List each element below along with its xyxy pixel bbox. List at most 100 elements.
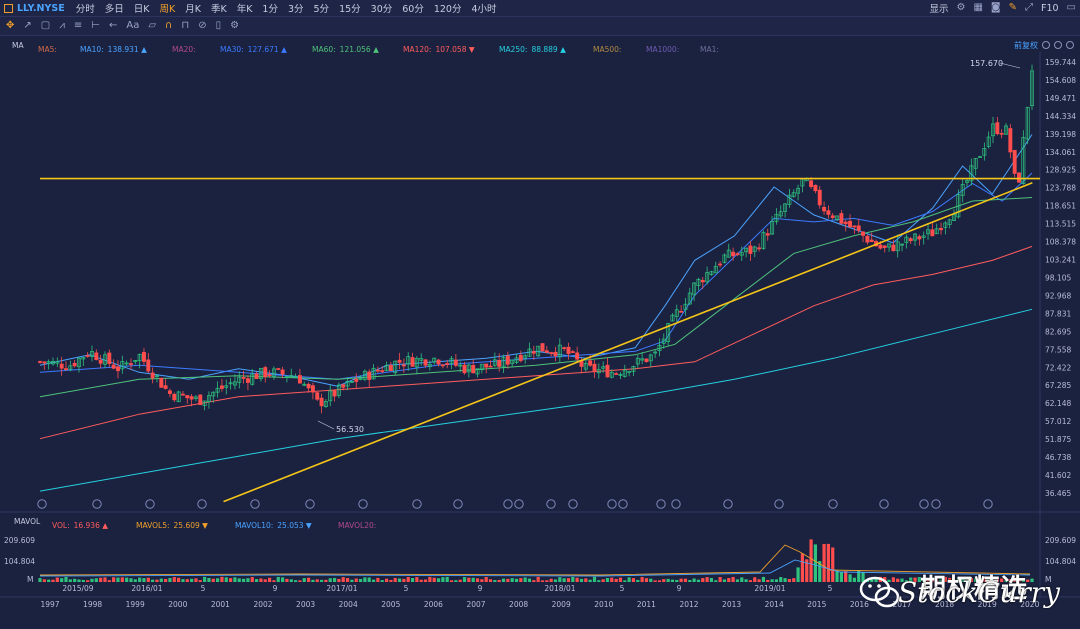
volume-bar [644, 578, 649, 582]
candle-body [653, 351, 658, 354]
vol-unit-label-left: M [27, 575, 33, 584]
volume-bar [488, 579, 493, 582]
watermark: 期权精选 StockCurry [858, 568, 1068, 624]
volume-bar [831, 547, 835, 582]
candle-body [514, 357, 519, 363]
candle-body [362, 370, 367, 380]
x-tick-top: 5 [828, 584, 833, 593]
arrow-tool-icon[interactable]: ← [108, 20, 118, 31]
candle-body [423, 359, 428, 366]
volume-bar [129, 578, 133, 582]
candle-body [878, 244, 883, 249]
rect-icon[interactable]: ▢ [40, 20, 51, 31]
volume-bar [770, 579, 774, 582]
candle-body [297, 375, 302, 384]
period-tab-4[interactable]: 月K [185, 4, 201, 15]
layout-icon[interactable]: ▦ [973, 2, 983, 13]
lock-icon[interactable]: ⊓ [181, 20, 190, 31]
period-tab-8[interactable]: 3分 [287, 4, 304, 15]
vol-indicator-label[interactable]: MAVOL [14, 516, 41, 526]
period-tab-7[interactable]: 1分 [262, 4, 278, 15]
settings-icon[interactable]: ⚙ [230, 20, 240, 31]
draw-pen-icon[interactable]: ✎ [1008, 2, 1017, 13]
candle-body [960, 183, 965, 196]
period-tab-2[interactable]: 日K [133, 4, 150, 15]
period-tab-9[interactable]: 5分 [313, 4, 330, 15]
f10-button[interactable]: F10 [1040, 2, 1059, 14]
candle-body [445, 363, 450, 365]
comment-icon[interactable]: ▱ [148, 20, 157, 31]
candle-body [137, 353, 142, 362]
fullscreen-icon[interactable]: ⤢ [1024, 2, 1033, 13]
fib-icon[interactable]: ⩘ [59, 20, 65, 31]
ma-line-ma10 [39, 134, 1033, 387]
candle-body [722, 254, 727, 263]
volume-bar [237, 578, 241, 582]
volume-bar [406, 577, 410, 582]
volume-bar [623, 580, 627, 582]
candle-body [839, 213, 844, 224]
ruler-icon[interactable]: ⊢ [91, 20, 100, 31]
volume-bar [302, 578, 306, 582]
candle-body [293, 376, 298, 378]
volume-bar [792, 578, 796, 582]
volume-bar [610, 577, 614, 582]
period-tab-6[interactable]: 年K [236, 4, 253, 15]
low-label: 56.530 [336, 425, 364, 434]
volume-bar [393, 577, 397, 582]
candle-body [640, 358, 645, 361]
volume-bar [592, 576, 597, 582]
settings-icon[interactable]: ⚙ [956, 2, 966, 13]
adjust-button[interactable]: 前复权 [1014, 40, 1038, 50]
period-tab-5[interactable]: 季K [210, 4, 227, 15]
display-button[interactable]: 显示 [929, 4, 949, 15]
volume-bar [285, 578, 289, 582]
line-tool-icon[interactable]: ≡ [73, 20, 83, 31]
symbol-label[interactable]: LLY.NYSE [17, 2, 65, 14]
volume-bar [311, 579, 315, 582]
delete-icon[interactable]: ▯ [215, 20, 222, 31]
candle-body [822, 206, 827, 212]
text-tool-icon[interactable]: Aa [126, 20, 140, 31]
volume-bar [757, 579, 761, 582]
window-icon[interactable]: ▭ [1066, 2, 1076, 13]
volume-bar [497, 579, 501, 582]
indicator-label[interactable]: MA [12, 40, 24, 50]
period-tab-11[interactable]: 30分 [370, 4, 393, 15]
settings-small-icon[interactable] [1054, 41, 1062, 49]
volume-bar [410, 578, 415, 582]
candle-body [527, 348, 532, 357]
cursor-icon[interactable]: ↗ [23, 20, 32, 31]
watermark-en: StockCurry [898, 576, 1060, 609]
volume-bar [194, 578, 198, 582]
volume-bar [779, 577, 783, 582]
candle-body [436, 359, 441, 365]
period-tab-14[interactable]: 4小时 [471, 4, 497, 15]
period-tab-3[interactable]: 周K [159, 4, 176, 15]
period-tab-10[interactable]: 15分 [339, 4, 361, 15]
volume-bar [653, 580, 657, 582]
candle-body [271, 368, 276, 377]
volume-bar [77, 579, 81, 582]
camera-icon[interactable]: ◙ [990, 2, 1001, 13]
period-tab-12[interactable]: 60分 [402, 4, 424, 15]
minimize-icon[interactable] [1042, 41, 1050, 49]
period-tab-0[interactable]: 分时 [75, 4, 95, 15]
trendline [223, 182, 1033, 503]
volume-bar [822, 543, 826, 582]
close-panel-icon[interactable] [1066, 41, 1074, 49]
candle-body [813, 184, 818, 192]
period-tab-1[interactable]: 多日 [104, 4, 124, 15]
volume-bar [566, 578, 571, 582]
move-icon[interactable]: ✥ [6, 20, 15, 31]
candle-body [181, 393, 185, 396]
candle-body [605, 364, 610, 378]
magnet-icon[interactable]: ∩ [165, 20, 173, 31]
candle-body [596, 369, 601, 374]
hide-icon[interactable]: ⊘ [198, 20, 207, 31]
candle-body [401, 364, 406, 367]
period-tab-13[interactable]: 120分 [433, 4, 462, 15]
candle-body [163, 385, 168, 389]
candle-body [562, 347, 567, 349]
event-marker-icon [723, 499, 733, 509]
